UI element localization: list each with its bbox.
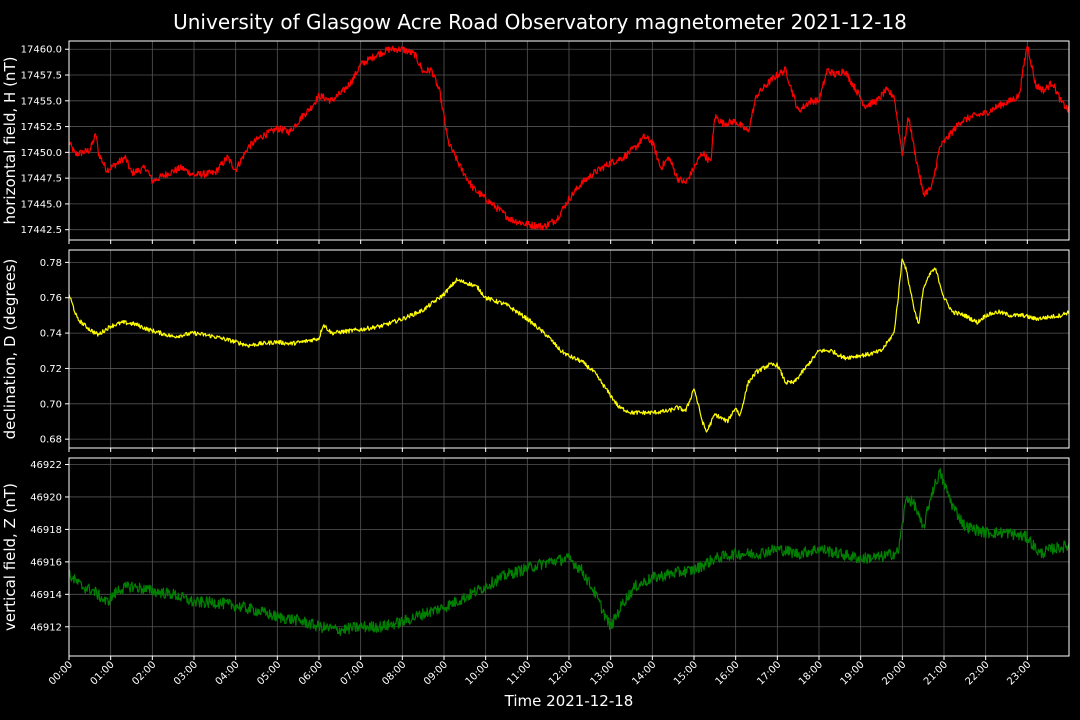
x-tick-label: 23:00	[1005, 659, 1033, 687]
x-tick-label: 15:00	[672, 659, 700, 687]
y-axis-label: declination, D (degrees)	[1, 259, 19, 440]
x-tick-label: 13:00	[589, 659, 617, 687]
y-tick-label: 17457.5	[21, 71, 62, 82]
axes-frame	[68, 457, 1070, 657]
y-tick-label: 17455.0	[21, 96, 62, 107]
y-tick-label: 17442.5	[21, 225, 62, 236]
x-tick-label: 17:00	[755, 659, 783, 687]
x-tick-label: 16:00	[714, 659, 742, 687]
series-line	[68, 258, 1070, 433]
chart-panels: 17442.5 17445.0 17447.5 17450.0 17452.5 17455…	[1, 40, 1070, 688]
x-axis-label: Time 2021-12-18	[504, 692, 634, 710]
x-tick-label: 07:00	[339, 659, 367, 687]
x-tick-label: 21:00	[922, 659, 950, 687]
y-tick-label: 46912	[30, 622, 62, 633]
y-tick-label: 46914	[30, 590, 62, 601]
y-tick-label: 0.68	[40, 435, 62, 446]
y-tick-label: 17445.0	[21, 199, 62, 210]
y-tick-label: 0.76	[40, 293, 62, 304]
panel-3: 46912 46914 46916 46918 46920 46922 vertical f…	[1, 457, 1070, 660]
panel-2: 0.68 0.70 0.72 0.74 0.76 0.78 declination, D (…	[1, 249, 1070, 452]
y-tick-label: 46916	[30, 557, 62, 568]
axes-frame	[68, 40, 1070, 241]
x-tick-label: 22:00	[964, 659, 992, 687]
x-tick-label: 12:00	[547, 659, 575, 687]
series-line	[68, 45, 1070, 231]
series-line	[68, 468, 1070, 636]
x-tick-label: 19:00	[839, 659, 867, 687]
y-tick-label: 17460.0	[21, 45, 62, 56]
panel-1: 17442.5 17445.0 17447.5 17450.0 17452.5 17455…	[1, 40, 1070, 244]
y-tick-label: 17450.0	[21, 148, 62, 159]
y-tick-label: 46918	[30, 525, 62, 536]
figure-title: University of Glasgow Acre Road Observat…	[173, 10, 907, 34]
y-tick-label: 0.72	[40, 364, 62, 375]
x-tick-label: 03:00	[172, 659, 200, 687]
x-tick-label: 02:00	[130, 659, 158, 687]
y-tick-label: 0.74	[40, 329, 62, 340]
x-tick-label: 10:00	[464, 659, 492, 687]
y-tick-label: 17452.5	[21, 122, 62, 133]
x-tick-label: 04:00	[214, 659, 242, 687]
axes-frame	[68, 249, 1070, 449]
x-tick-label: 00:00	[47, 659, 75, 687]
x-tick-label: 09:00	[422, 659, 450, 687]
y-axis-label: horizontal field, H (nT)	[1, 57, 19, 225]
y-tick-label: 46922	[30, 460, 62, 471]
x-tick-label: 20:00	[880, 659, 908, 687]
y-tick-label: 17447.5	[21, 174, 62, 185]
y-tick-label: 46920	[30, 492, 62, 503]
x-tick-label: 05:00	[255, 659, 283, 687]
x-tick-label: 11:00	[505, 659, 533, 687]
y-tick-label: 0.70	[40, 399, 62, 410]
x-tick-label: 06:00	[297, 659, 325, 687]
y-tick-label: 0.78	[40, 258, 62, 269]
x-tick-label: 18:00	[797, 659, 825, 687]
x-tick-label: 01:00	[89, 659, 117, 687]
x-tick-label: 08:00	[380, 659, 408, 687]
x-tick-label: 14:00	[630, 659, 658, 687]
y-axis-label: vertical field, Z (nT)	[1, 483, 19, 631]
